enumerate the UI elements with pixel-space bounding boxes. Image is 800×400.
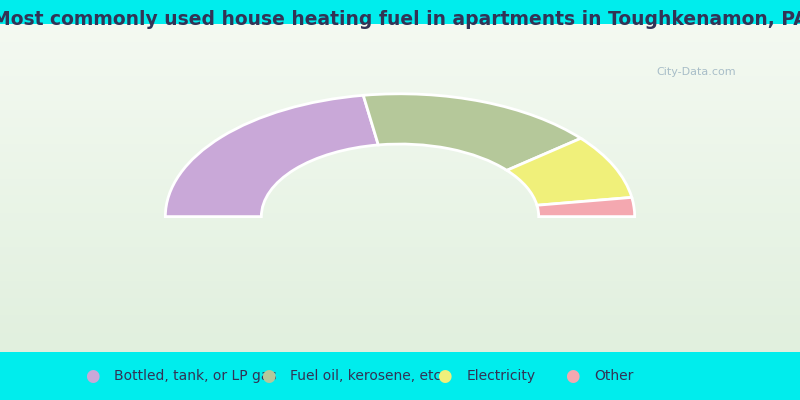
Text: Most commonly used house heating fuel in apartments in Toughkenamon, PA: Most commonly used house heating fuel in…	[0, 10, 800, 29]
Text: Bottled, tank, or LP gas: Bottled, tank, or LP gas	[114, 369, 277, 383]
Text: Other: Other	[594, 369, 634, 383]
Text: ●: ●	[261, 367, 275, 385]
Text: ●: ●	[565, 367, 579, 385]
Text: City-Data.com: City-Data.com	[656, 67, 736, 77]
Wedge shape	[363, 94, 581, 170]
Text: ●: ●	[437, 367, 451, 385]
Wedge shape	[166, 95, 378, 217]
Wedge shape	[537, 197, 634, 217]
Text: Electricity: Electricity	[466, 369, 535, 383]
Wedge shape	[507, 138, 632, 205]
Text: Fuel oil, kerosene, etc.: Fuel oil, kerosene, etc.	[290, 369, 446, 383]
Text: ●: ●	[85, 367, 99, 385]
